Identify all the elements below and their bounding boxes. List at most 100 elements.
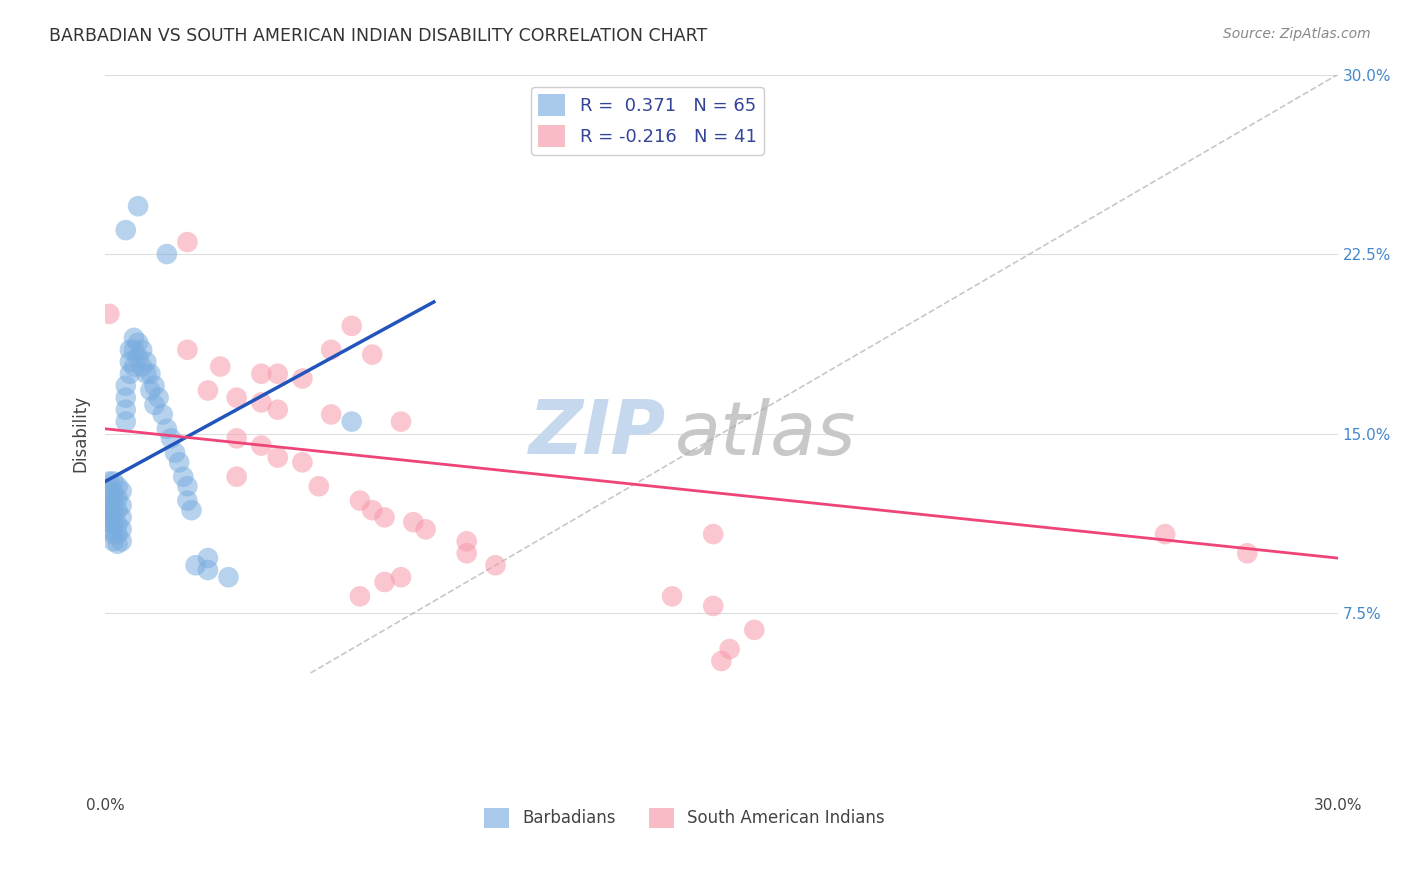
Point <box>321 408 343 422</box>
Text: ZIP: ZIP <box>529 397 666 470</box>
Y-axis label: Disability: Disability <box>72 395 89 472</box>
Point <box>156 422 179 436</box>
Point <box>103 510 125 524</box>
Point <box>184 558 207 573</box>
Point <box>98 522 121 536</box>
Point <box>361 348 384 362</box>
Point <box>111 499 134 513</box>
Point <box>225 391 247 405</box>
Point <box>103 503 125 517</box>
Point <box>415 522 437 536</box>
Point <box>114 378 136 392</box>
Point <box>165 446 187 460</box>
Point <box>250 395 273 409</box>
Point <box>267 450 290 465</box>
Point <box>111 510 134 524</box>
Point <box>250 439 273 453</box>
Point <box>127 350 149 364</box>
Point <box>176 235 198 249</box>
Point <box>389 570 412 584</box>
Point <box>374 510 396 524</box>
Point <box>135 355 157 369</box>
Point <box>107 517 129 532</box>
Point <box>718 642 741 657</box>
Point <box>361 503 384 517</box>
Point <box>98 493 121 508</box>
Point <box>98 510 121 524</box>
Point <box>107 527 129 541</box>
Point <box>114 415 136 429</box>
Point <box>374 574 396 589</box>
Point <box>209 359 232 374</box>
Point <box>308 479 330 493</box>
Text: Source: ZipAtlas.com: Source: ZipAtlas.com <box>1223 27 1371 41</box>
Point <box>122 331 145 345</box>
Point <box>127 335 149 350</box>
Point <box>111 522 134 536</box>
Point <box>98 307 121 321</box>
Point <box>197 563 219 577</box>
Point <box>180 503 202 517</box>
Point <box>114 391 136 405</box>
Point <box>107 491 129 506</box>
Point <box>702 527 724 541</box>
Point <box>103 527 125 541</box>
Text: BARBADIAN VS SOUTH AMERICAN INDIAN DISABILITY CORRELATION CHART: BARBADIAN VS SOUTH AMERICAN INDIAN DISAB… <box>49 27 707 45</box>
Point <box>742 623 765 637</box>
Point <box>661 590 683 604</box>
Point <box>225 469 247 483</box>
Point <box>98 499 121 513</box>
Point <box>156 247 179 261</box>
Point <box>131 359 153 374</box>
Point <box>111 534 134 549</box>
Point <box>152 408 174 422</box>
Legend: Barbadians, South American Indians: Barbadians, South American Indians <box>477 801 891 835</box>
Point <box>98 503 121 517</box>
Point <box>98 482 121 496</box>
Point <box>167 455 190 469</box>
Point <box>139 367 162 381</box>
Point <box>197 384 219 398</box>
Point <box>118 367 141 381</box>
Point <box>321 343 343 357</box>
Point <box>349 493 371 508</box>
Point <box>176 493 198 508</box>
Point <box>291 371 314 385</box>
Point <box>340 415 363 429</box>
Point <box>139 384 162 398</box>
Point <box>250 367 273 381</box>
Point <box>148 391 170 405</box>
Point <box>122 343 145 357</box>
Point <box>402 515 425 529</box>
Point <box>484 558 506 573</box>
Point <box>267 367 290 381</box>
Point <box>143 378 166 392</box>
Point <box>456 546 478 560</box>
Point <box>131 343 153 357</box>
Point <box>118 343 141 357</box>
Point <box>103 475 125 489</box>
Point <box>349 590 371 604</box>
Point <box>103 534 125 549</box>
Point <box>103 517 125 532</box>
Text: atlas: atlas <box>675 398 856 469</box>
Point <box>172 469 194 483</box>
Point <box>98 515 121 529</box>
Point <box>103 486 125 500</box>
Point <box>114 223 136 237</box>
Point <box>1154 527 1177 541</box>
Point <box>197 551 219 566</box>
Point <box>111 483 134 498</box>
Point <box>107 479 129 493</box>
Point <box>389 415 412 429</box>
Point <box>340 318 363 333</box>
Point <box>710 654 733 668</box>
Point <box>107 537 129 551</box>
Point <box>267 402 290 417</box>
Point <box>176 343 198 357</box>
Point <box>118 355 141 369</box>
Point <box>160 431 183 445</box>
Point <box>127 199 149 213</box>
Point <box>1236 546 1258 560</box>
Point <box>225 431 247 445</box>
